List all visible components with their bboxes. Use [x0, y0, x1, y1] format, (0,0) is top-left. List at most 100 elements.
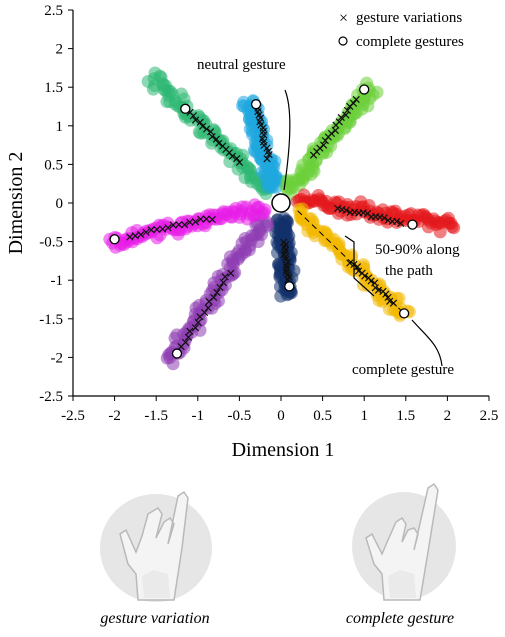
gesture-variation-marker: [191, 218, 200, 226]
cross-stroke: [353, 263, 362, 271]
gesture-variation-marker: [397, 219, 405, 228]
gesture-variation-marker: [343, 106, 352, 115]
cross-stroke: [213, 288, 221, 297]
hand-gesture-variation-image: [100, 490, 212, 602]
neutral-gesture-marker: [271, 193, 291, 213]
gesture-variation-marker: [337, 113, 345, 122]
gesture-variation-marker: [202, 215, 210, 223]
gesture-variation-marker: [342, 111, 350, 119]
cross-stroke: [327, 129, 336, 138]
cross-stroke: [215, 139, 223, 147]
cross-stroke: [225, 149, 233, 157]
cross-stroke: [367, 277, 375, 285]
x-tick-label: -1.5: [144, 408, 168, 424]
cross-stroke: [194, 318, 202, 327]
cross-stroke: [335, 118, 343, 126]
gesture-variation-marker: [169, 221, 177, 229]
gesture-variation-marker: [126, 233, 134, 241]
complete-gesture-marker: [171, 348, 183, 359]
gesture-variation-marker: [233, 154, 241, 163]
cross-stroke: [222, 145, 230, 154]
y-tick-label: 1.5: [44, 80, 63, 96]
cross-stroke: [343, 106, 352, 115]
cross-stroke: [255, 111, 263, 119]
cross-stroke: [359, 209, 367, 217]
cross-stroke: [205, 297, 213, 306]
cloud-point: [148, 66, 162, 80]
y-tick-label: -2: [51, 350, 64, 366]
gesture-variation-marker: [147, 226, 155, 234]
x-tick-label: -0.5: [228, 408, 252, 424]
cross-stroke: [153, 225, 161, 234]
cross-stroke: [202, 215, 210, 223]
cross-stroke: [164, 224, 172, 232]
gesture-variation-marker: [191, 116, 200, 124]
gesture-variation-marker: [142, 228, 150, 236]
cross-stroke: [199, 122, 207, 130]
cross-stroke: [191, 324, 200, 332]
cross-stroke: [208, 132, 216, 141]
caption-complete-gesture: complete gesture: [345, 610, 455, 627]
complete-gesture-markers: [109, 84, 418, 359]
gesture-variation-marker: [215, 139, 223, 147]
complete-gesture-marker: [359, 84, 370, 95]
legend-cross-symbol: ×: [339, 10, 348, 27]
hand-complete-gesture-image: [352, 482, 456, 601]
cross-stroke: [191, 218, 200, 226]
cross-stroke: [337, 113, 345, 122]
cross-stroke: [352, 95, 360, 104]
cross-stroke: [206, 128, 215, 136]
cross-stroke: [147, 226, 155, 234]
gesture-variation-marker: [164, 224, 172, 232]
y-tick-label: 0.5: [44, 157, 63, 173]
gesture-variation-marker: [382, 290, 390, 298]
point-clouds: [103, 66, 461, 371]
legend-label-complete: complete gestures: [356, 34, 464, 50]
gesture-variation-marker: [235, 158, 244, 167]
cloud-point: [447, 221, 461, 235]
gesture-variation-marker: [206, 128, 215, 136]
x-tick-label: 0: [277, 408, 285, 424]
x-axis-title: Dimension 1: [232, 439, 335, 460]
x-tick-label: 0.5: [313, 408, 332, 424]
gesture-variation-marker: [131, 232, 139, 240]
cross-stroke: [264, 147, 272, 155]
y-tick-label: 0: [56, 196, 64, 212]
cross-stroke: [334, 204, 342, 213]
cross-stroke: [260, 131, 268, 139]
scatter-chart: -2.5 -2 -1.5 -1 -0.5 0 0.5 1 1.5 2 2.5 2.5 2 1.5 1 0.5 0…: [5, 3, 498, 460]
complete-gesture-marker: [180, 103, 191, 114]
cross-stroke: [281, 246, 290, 254]
gesture-variation-marker: [196, 313, 204, 321]
cross-stroke: [212, 135, 221, 143]
gesture-variation-marker: [153, 225, 161, 234]
x-tick-label: 1: [360, 408, 368, 424]
cross-stroke: [260, 141, 268, 150]
x-tick-label: -2: [108, 408, 121, 424]
cross-stroke: [257, 121, 265, 129]
cross-stroke: [219, 142, 227, 150]
complete-gesture-marker: [250, 99, 262, 110]
gesture-variation-marker: [204, 304, 212, 312]
gesture-variation-marker: [158, 225, 167, 233]
cross-stroke: [228, 152, 236, 160]
range-bracket: [344, 235, 375, 297]
gesture-variation-marker: [212, 135, 221, 143]
y-axis-title: Dimension 2: [5, 152, 27, 255]
cross-stroke: [221, 273, 229, 281]
gesture-variation-marker: [346, 259, 354, 267]
gesture-variation-marker: [186, 327, 194, 335]
gesture-variation-marker: [281, 246, 290, 254]
gesture-variation-marker: [342, 206, 350, 214]
cross-stroke: [259, 138, 268, 146]
cross-stroke: [196, 215, 205, 223]
cross-stroke: [265, 151, 273, 159]
cross-stroke: [186, 108, 194, 117]
cloud-point: [237, 95, 251, 109]
cross-stroke: [282, 263, 291, 271]
cross-stroke: [216, 283, 224, 292]
cross-stroke: [219, 278, 227, 287]
legend-label-variations: gesture variations: [356, 10, 462, 26]
gesture-variation-marker: [374, 286, 383, 294]
gesture-variation-marker: [282, 253, 290, 261]
